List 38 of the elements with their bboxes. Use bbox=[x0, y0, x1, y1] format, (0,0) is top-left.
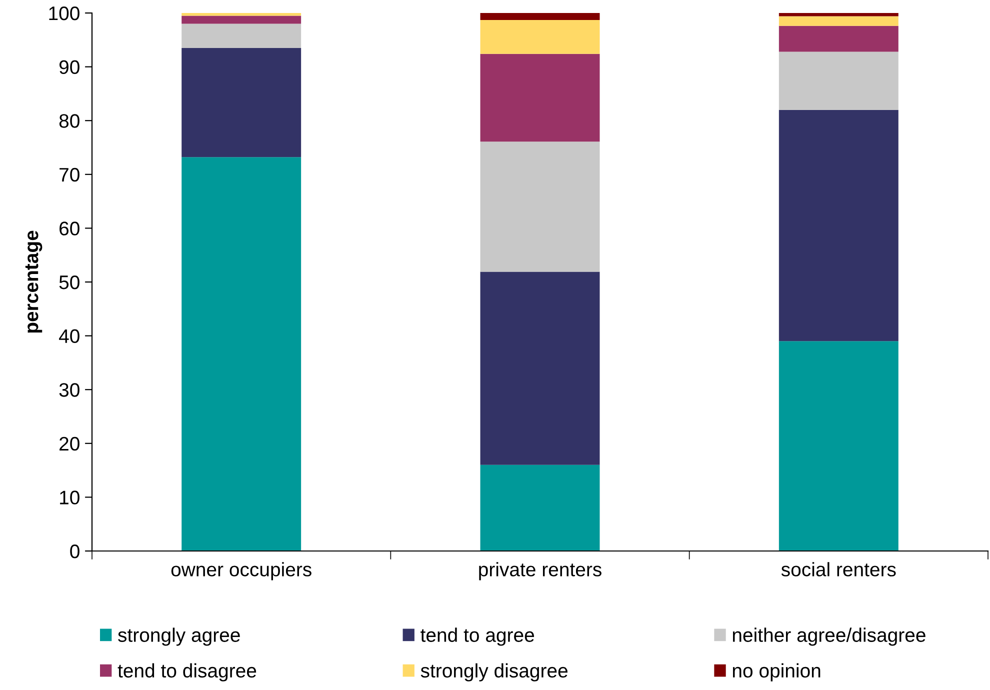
bar bbox=[778, 26, 898, 52]
y-axis-title: percentage bbox=[25, 230, 42, 333]
y-tick-label: 60 bbox=[60, 222, 80, 236]
y-tick-label: 30 bbox=[59, 383, 80, 397]
y-tick-label: 70 bbox=[60, 168, 80, 182]
y-tick-label: 80 bbox=[59, 114, 80, 128]
bar bbox=[778, 52, 898, 110]
y-tick-label: 40 bbox=[59, 329, 80, 344]
x-tick-label: social renters bbox=[781, 562, 896, 576]
bar bbox=[778, 13, 898, 16]
bar bbox=[480, 13, 600, 20]
y-tick-label: 20 bbox=[60, 436, 80, 451]
legend-label: neither agree/disagree bbox=[732, 628, 926, 646]
bar bbox=[480, 54, 600, 142]
legend-label: strongly disagree bbox=[420, 663, 568, 682]
y-tick-label: 90 bbox=[59, 60, 80, 74]
bar bbox=[778, 341, 898, 551]
bar bbox=[480, 142, 600, 272]
y-tick-label: 100 bbox=[49, 6, 80, 20]
bar bbox=[778, 16, 898, 26]
bar bbox=[182, 48, 302, 158]
bar bbox=[480, 20, 600, 54]
legend-label: tend to disagree bbox=[118, 663, 256, 682]
bar bbox=[480, 272, 600, 465]
legend-label: tend to agree bbox=[420, 628, 534, 646]
y-tick-label: 10 bbox=[60, 490, 80, 504]
bar bbox=[182, 24, 302, 48]
legend-label: strongly agree bbox=[118, 628, 240, 646]
y-tick-label: 50 bbox=[59, 275, 80, 290]
x-tick-label: owner occupiers bbox=[171, 562, 312, 580]
bar bbox=[778, 110, 898, 342]
bar bbox=[182, 16, 302, 24]
legend-label: no opinion bbox=[732, 663, 820, 682]
bar bbox=[182, 157, 302, 551]
bar bbox=[480, 464, 600, 551]
y-tick-label: 0 bbox=[70, 544, 80, 558]
bar bbox=[182, 13, 302, 16]
x-tick-label: private renters bbox=[479, 562, 602, 580]
